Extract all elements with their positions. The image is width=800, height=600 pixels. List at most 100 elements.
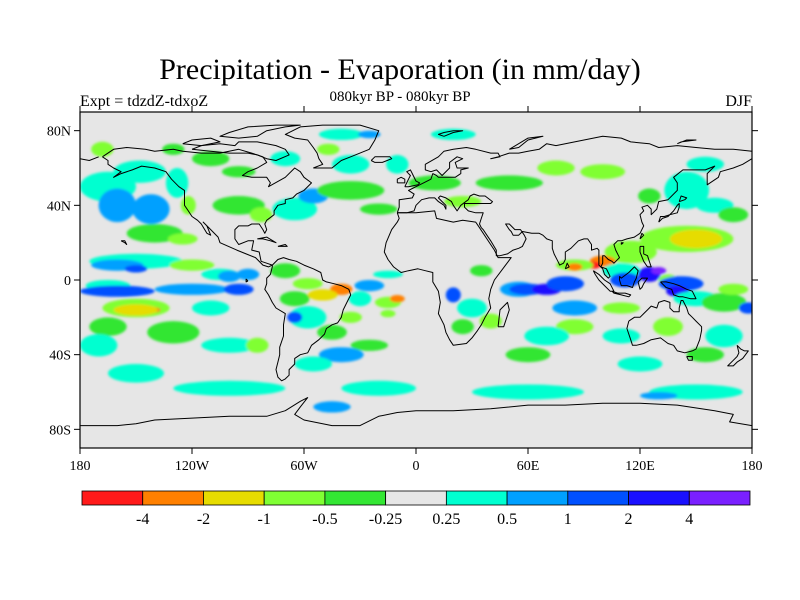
lon-tick-label-4: 60E [517, 459, 540, 474]
lon-tick-label-1: 120W [175, 459, 210, 474]
pe-region-22 [475, 175, 543, 191]
pe-region-29 [669, 229, 723, 249]
pe-region-57 [270, 263, 301, 279]
experiment-label: Expt = tdzdZ-tdxoZ [80, 93, 209, 110]
coastline-2 [383, 210, 512, 346]
season-label: DJF [725, 93, 752, 110]
colorbar-label-4: -0.25 [369, 511, 402, 528]
coastline-4 [80, 156, 99, 161]
pe-region-49 [89, 317, 127, 337]
pe-region-52 [192, 300, 230, 316]
pe-region-39 [124, 265, 148, 273]
coastline-28 [257, 236, 277, 244]
pe-region-53 [223, 283, 254, 295]
lon-tick-label-6: 180 [742, 459, 763, 474]
coastline-27 [497, 301, 510, 328]
pe-region-26 [638, 188, 661, 204]
pe-region-2 [98, 188, 136, 223]
pe-region-15 [317, 143, 340, 155]
pe-region-74 [380, 309, 396, 318]
pe-region-76 [457, 298, 487, 318]
coastline-32 [677, 139, 697, 145]
coastline-6 [284, 124, 380, 169]
pe-region-27 [686, 156, 724, 172]
coastline-11 [404, 169, 421, 188]
coastline-21 [639, 245, 652, 268]
coastline-17 [611, 290, 632, 298]
pe-region-108 [341, 380, 417, 396]
pe-region-90 [602, 302, 640, 314]
pe-region-51 [147, 321, 200, 344]
pe-region-60 [307, 289, 338, 301]
pe-region-102 [705, 324, 743, 348]
pe-region-88 [524, 326, 570, 346]
pe-region-112 [108, 364, 164, 383]
coastline-13 [626, 300, 703, 354]
colorbar-swatch-8 [567, 490, 629, 506]
pe-region-8 [192, 151, 230, 167]
lon-tick-label-0: 180 [70, 459, 91, 474]
chart-title: Precipitation - Evaporation (in mm/day) [159, 53, 641, 86]
pe-region-107 [173, 380, 286, 396]
coastline-layer [80, 124, 752, 427]
pe-region-86 [552, 300, 598, 316]
pe-region-36 [167, 233, 198, 245]
pe-region-16 [332, 155, 370, 174]
lat-tick-label-3: 40S [49, 349, 71, 364]
lon-tick-label-5: 120E [625, 459, 655, 474]
pe-region-85 [567, 263, 583, 271]
pe-region-10 [212, 196, 265, 215]
colorbar-label-2: -1 [258, 511, 271, 528]
colorbar-swatch-2 [203, 490, 265, 506]
lon-tick-label-3: 0 [413, 459, 420, 474]
lat-tick-label-1: 40N [47, 199, 71, 214]
pe-region-45 [154, 283, 230, 295]
colorbar: -4 -2 -1 -0.5 -0.25 0.25 0.5 1 2 4 [81, 490, 751, 528]
coastline-26 [564, 262, 570, 270]
coastline-0 [102, 147, 312, 268]
pe-region-89 [505, 347, 551, 363]
colorbar-swatch-1 [142, 490, 204, 506]
coastline-18 [619, 266, 639, 288]
coastline-15 [727, 344, 749, 367]
colorbar-swatch-6 [445, 490, 508, 506]
coastline-33 [437, 130, 464, 137]
coastline-20 [637, 277, 648, 290]
colorbar-label-0: -4 [136, 511, 149, 528]
lat-tick-label-0: 80N [47, 125, 71, 140]
pe-region-62 [289, 306, 327, 329]
pe-region-72 [318, 347, 364, 363]
colorbar-swatch-3 [263, 490, 326, 506]
coastline-31 [509, 135, 544, 150]
pe-region-58 [292, 278, 323, 290]
axis-layer: 80N 40N 0 40S 80S 180 120W 60W 0 60E 120E 180 [47, 106, 763, 474]
pe-region-50 [80, 334, 118, 357]
pe-region-65 [339, 311, 362, 323]
pe-region-116 [358, 130, 381, 139]
pe-region-95 [651, 267, 667, 275]
pe-region-73 [294, 356, 332, 372]
pe-region-17 [317, 181, 385, 200]
lat-tick-label-2: 0 [64, 274, 71, 289]
coastline-30 [80, 397, 752, 427]
chart-subtitle: 080kyr BP - 080kyr BP [329, 89, 471, 105]
colorbar-swatch-0 [81, 490, 144, 506]
pe-region-7 [180, 196, 196, 215]
pe-region-40 [169, 259, 215, 271]
coastline-29 [277, 244, 288, 247]
pe-region-21 [444, 196, 482, 208]
pe-region-104 [739, 302, 752, 314]
coastline-12 [396, 176, 406, 184]
pe-region-24 [580, 164, 626, 180]
pe-region-18 [386, 155, 409, 174]
pe-region-75 [445, 287, 461, 303]
lat-tick-label-4: 80S [49, 423, 71, 438]
pe-region-93 [610, 272, 640, 288]
coastline-23 [678, 195, 688, 203]
pe-region-59 [330, 283, 353, 295]
pe-region-61 [279, 291, 310, 307]
pe-region-101 [718, 283, 749, 295]
coastline-24 [639, 232, 645, 240]
coastline-35 [120, 240, 128, 245]
